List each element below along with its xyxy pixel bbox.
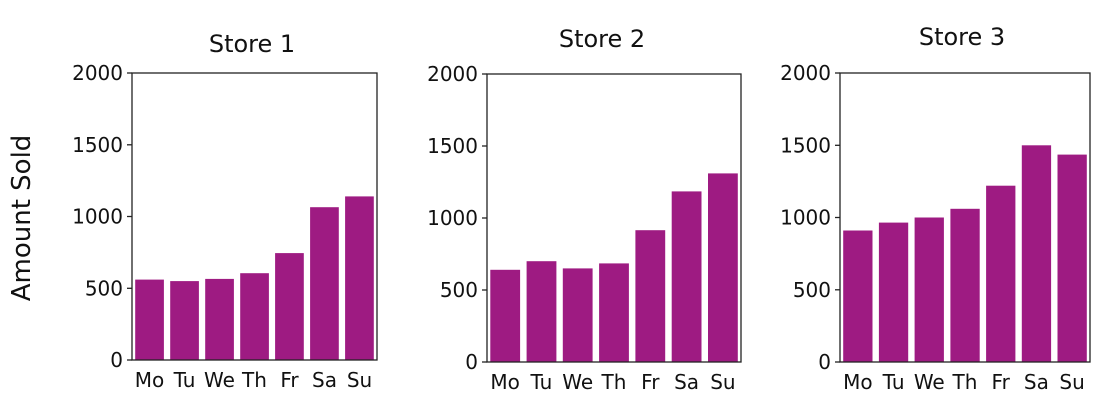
y-tick-label: 2000 [780, 61, 831, 85]
x-tick-label: Tu [529, 370, 552, 394]
x-tick-label: Tu [173, 368, 196, 392]
bar-mo [135, 279, 164, 360]
y-tick-label: 1500 [72, 133, 123, 157]
bar-sa [1021, 145, 1052, 363]
x-tick-label: Tu [882, 370, 905, 394]
x-tick-label: Th [952, 370, 978, 394]
bar-fr [986, 185, 1016, 362]
x-tick-label: We [914, 370, 945, 394]
chart-panel-store-3: Store 3 Mo Tu We Th Fr Sa Su 0 500 1000 1500 2000 [780, 23, 1091, 394]
bar-mo [843, 230, 873, 362]
bar-fr [275, 253, 304, 360]
y-tick-label: 500 [85, 276, 123, 300]
bar-th [240, 273, 269, 360]
bar-fr [635, 230, 666, 362]
y-tick-label: 1000 [72, 205, 123, 229]
x-tick-label: We [562, 370, 593, 394]
x-tick-label: Sa [312, 368, 337, 392]
y-tick-label: 0 [818, 350, 831, 374]
chart-title: Store 3 [919, 23, 1005, 51]
chart-title: Store 2 [559, 25, 645, 53]
chart-title: Store 1 [209, 30, 295, 58]
x-tick-label: Fr [280, 368, 299, 392]
bar-we [914, 217, 944, 362]
bar-su [708, 173, 738, 362]
y-tick-label: 0 [465, 350, 478, 374]
y-tick-label: 1000 [427, 206, 478, 230]
x-tick-label: Fr [992, 370, 1011, 394]
bar-su [345, 196, 374, 360]
x-tick-label: Th [601, 370, 627, 394]
bar-su [1057, 154, 1087, 362]
bar-sa [671, 191, 702, 362]
x-tick-label: Sa [1024, 370, 1049, 394]
x-tick-label: Mo [843, 370, 873, 394]
chart-panel-store-1: Store 1 Mo Tu We Th Fr Sa Su 0 500 1000 1500 2000 [72, 30, 378, 392]
y-axis-label: Amount Sold [7, 135, 37, 302]
bar-th [950, 208, 980, 362]
chart-panel-store-2: Store 2 Mo Tu We Th Fr Sa Su 0 500 1000 1500 2000 [427, 25, 742, 394]
bar-we [205, 278, 234, 360]
bar-tu [878, 222, 909, 362]
y-tick-label: 1500 [780, 133, 831, 157]
bar-we [562, 268, 593, 362]
y-tick-label: 500 [793, 278, 831, 302]
x-tick-label: Su [1059, 370, 1084, 394]
x-tick-label: Su [710, 370, 735, 394]
bar-tu [526, 261, 557, 362]
bar-mo [490, 269, 521, 362]
bar-tu [170, 281, 199, 360]
bar-sa [310, 207, 339, 360]
y-tick-label: 0 [110, 348, 123, 372]
y-tick-label: 500 [440, 278, 478, 302]
x-tick-label: Mo [135, 368, 165, 392]
y-tick-label: 1500 [427, 134, 478, 158]
bar-th [599, 263, 629, 362]
y-tick-label: 2000 [427, 62, 478, 86]
x-tick-label: Sa [674, 370, 699, 394]
x-tick-label: We [204, 368, 235, 392]
x-tick-label: Th [241, 368, 267, 392]
x-tick-label: Mo [490, 370, 520, 394]
y-tick-label: 2000 [72, 61, 123, 85]
y-tick-label: 1000 [780, 206, 831, 230]
x-tick-label: Fr [641, 370, 660, 394]
x-tick-label: Su [347, 368, 372, 392]
